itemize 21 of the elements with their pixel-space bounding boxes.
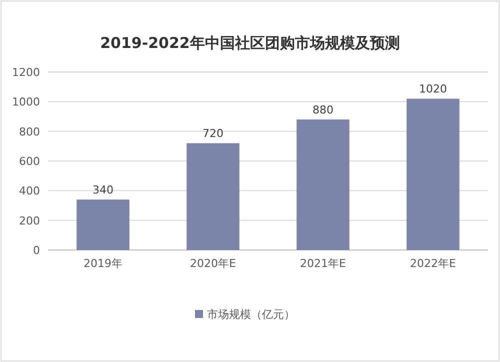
data-label: 340	[92, 184, 114, 197]
bar	[76, 200, 130, 250]
y-tick-label: 0	[33, 244, 40, 257]
y-tick-label: 200	[19, 214, 40, 228]
data-label: 880	[312, 103, 334, 116]
x-tick-label: 2019年	[84, 257, 122, 270]
bar	[406, 98, 460, 250]
bar	[296, 119, 350, 250]
data-label: 720	[202, 127, 224, 140]
chart-title: 2019-2022年中国社区团购市场规模及预测	[100, 34, 400, 52]
y-tick-label: 600	[19, 155, 40, 168]
data-label: 1020	[419, 82, 447, 96]
y-tick-label: 400	[19, 184, 40, 198]
x-tick-label: 2020年E	[190, 257, 236, 270]
x-tick-label: 2021年E	[300, 257, 346, 270]
y-tick-label: 800	[19, 125, 40, 138]
bar	[186, 143, 240, 250]
y-tick-label: 1000	[12, 96, 40, 109]
y-tick-label: 1200	[12, 66, 40, 79]
x-tick-label: 2022年E	[410, 257, 456, 270]
legend-label: 市场规模（亿元）	[207, 308, 295, 321]
